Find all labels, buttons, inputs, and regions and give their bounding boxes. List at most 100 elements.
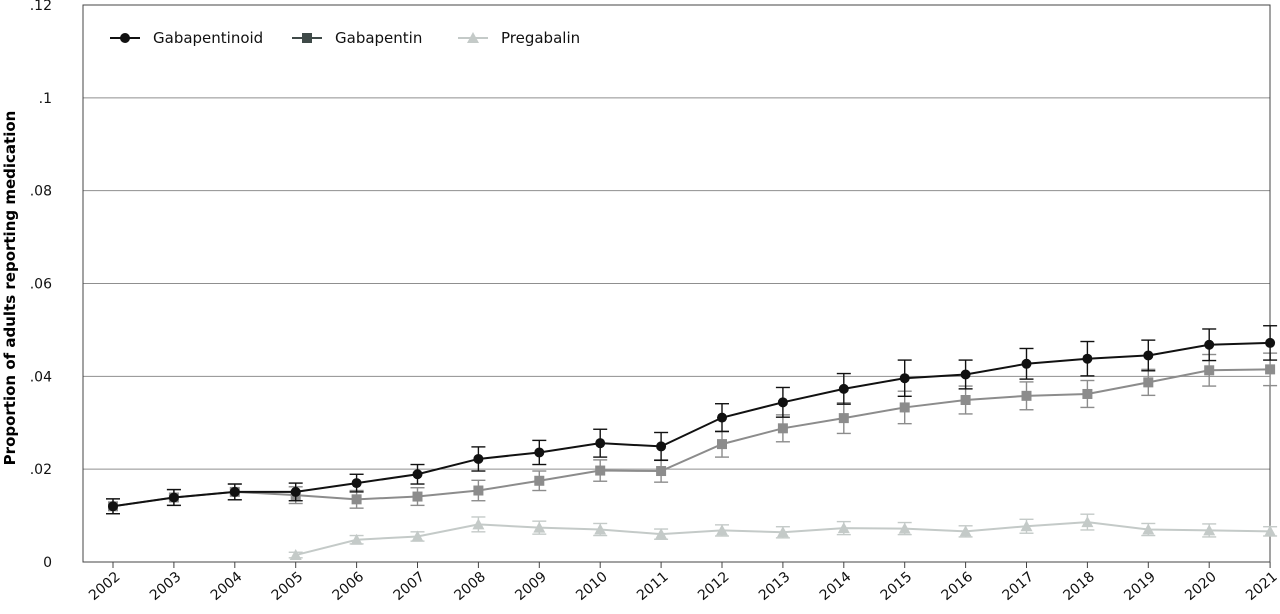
pregabalin-point-2012 — [716, 524, 728, 536]
gabapentin-point-2006 — [351, 494, 362, 505]
axes: 0 .02 .04 .06 .08 .1 .12 2002 2003 2004 2005 2006 20… — [30, 0, 1280, 604]
x-tick-label-2014: 2014 — [817, 569, 855, 604]
x-tick-label-2016: 2016 — [939, 569, 977, 604]
x-tick-label-2020: 2020 — [1182, 569, 1220, 604]
gabapentinoid-point-2014 — [838, 383, 849, 394]
legend-label-gabapentin: Gabapentin — [335, 29, 422, 47]
gabapentin-point-2010 — [595, 465, 606, 476]
y-tick-label-3: .06 — [30, 277, 52, 293]
gabapentin-point-2009 — [534, 475, 545, 486]
y-tick-label-2: .04 — [30, 369, 52, 385]
gabapentin-point-2012 — [717, 439, 727, 450]
x-tick-label-2019: 2019 — [1121, 569, 1159, 604]
gabapentin-point-2020 — [1204, 365, 1215, 376]
gabapentinoid-point-2011 — [656, 441, 667, 452]
gabapentinoid-point-2004 — [229, 486, 240, 497]
gabapentin-point-2016 — [960, 395, 971, 406]
series-gabapentinoid — [106, 325, 1278, 515]
gabapentinoid-point-2009 — [534, 447, 545, 458]
y-axis-label: Proportion of adults reporting medicatio… — [1, 111, 19, 466]
gabapentinoid-point-2016 — [960, 369, 971, 380]
pregabalin-point-2005 — [289, 549, 302, 561]
x-tick-label-2015: 2015 — [878, 569, 916, 604]
x-tick-label-2017: 2017 — [999, 569, 1037, 604]
x-tick-label-2006: 2006 — [330, 569, 368, 604]
pregabalin-point-2010 — [594, 523, 607, 535]
series-gabapentin — [106, 352, 1278, 515]
pregabalin-point-2011 — [655, 528, 668, 540]
gabapentin-line — [112, 368, 1271, 508]
x-tick-label-2018: 2018 — [1060, 569, 1098, 604]
pregabalin-point-2018 — [1081, 516, 1094, 528]
y-tick-label-4: .08 — [30, 184, 52, 200]
pregabalin-point-2009 — [533, 521, 546, 533]
gabapentinoid-point-2006 — [351, 478, 362, 489]
pregabalin-point-2017 — [1020, 520, 1033, 532]
legend-item-gabapentin: Gabapentin — [292, 29, 422, 47]
gabapentinoid-point-2007 — [412, 469, 423, 480]
gabapentinoid-point-2013 — [777, 397, 788, 408]
y-tick-label-0: 0 — [43, 555, 52, 571]
x-tick-label-2011: 2011 — [634, 569, 672, 604]
gabapentinoid-point-2015 — [899, 373, 910, 384]
gabapentin-point-2011 — [656, 466, 667, 477]
pregabalin-point-2008 — [472, 518, 485, 530]
gabapentinoid-point-2010 — [595, 438, 606, 449]
pregabalin-point-2016 — [959, 525, 972, 537]
series-group — [106, 325, 1278, 561]
gabapentinoid-line — [112, 341, 1271, 508]
gabapentinoid-point-2020 — [1204, 339, 1215, 350]
x-tick-label-2009: 2009 — [512, 569, 550, 604]
gabapentinoid-point-2012 — [717, 412, 727, 423]
pregabalin-point-2007 — [411, 530, 424, 542]
gabapentin-point-2008 — [473, 485, 484, 496]
gabapentinoid-point-2019 — [1143, 350, 1154, 361]
x-tick-label-2005: 2005 — [269, 569, 307, 604]
gabapentinoid-point-2018 — [1082, 353, 1093, 364]
legend: Gabapentinoid Gabapentin Pregabalin — [110, 29, 580, 47]
gabapentinoid-point-2002 — [108, 501, 118, 512]
gabapentinoid-point-2008 — [473, 453, 484, 464]
gabapentin-point-2013 — [777, 423, 788, 434]
y-tick-label-6: .12 — [30, 0, 52, 14]
gabapentin-point-2017 — [1021, 390, 1032, 401]
legend-marker-gabapentinoid — [120, 33, 130, 43]
pregabalin-point-2014 — [837, 522, 850, 534]
series-pregabalin — [288, 513, 1278, 561]
y-tick-label-1: .02 — [30, 462, 52, 478]
gabapentin-point-2019 — [1143, 377, 1154, 388]
pregabalin-point-2020 — [1203, 524, 1216, 536]
x-tick-label-2007: 2007 — [390, 569, 428, 604]
legend-item-pregabalin: Pregabalin — [458, 29, 580, 47]
legend-label-pregabalin: Pregabalin — [501, 29, 580, 47]
x-tick-label-2004: 2004 — [208, 569, 246, 604]
gabapentin-point-2007 — [412, 491, 423, 502]
legend-item-gabapentinoid: Gabapentinoid — [110, 29, 263, 47]
plot-frame — [82, 4, 1271, 563]
gabapentinoid-point-2017 — [1021, 358, 1032, 369]
legend-marker-pregabalin — [467, 32, 479, 43]
x-tick-label-2021: 2021 — [1243, 569, 1280, 604]
pregabalin-point-2006 — [350, 533, 363, 545]
gabapentinoid-point-2021 — [1265, 337, 1276, 348]
x-tick-label-2008: 2008 — [451, 569, 489, 604]
x-tick-label-2012: 2012 — [695, 569, 733, 604]
gabapentin-point-2014 — [838, 413, 849, 424]
gabapentinoid-point-2005 — [290, 486, 301, 497]
gabapentin-point-2021 — [1265, 364, 1276, 375]
gabapentin-point-2018 — [1082, 388, 1093, 399]
x-tick-label-2002: 2002 — [86, 569, 124, 604]
x-tick-label-2010: 2010 — [573, 569, 611, 604]
legend-marker-gabapentin — [302, 33, 312, 43]
pregabalin-point-2019 — [1142, 523, 1155, 535]
legend-label-gabapentinoid: Gabapentinoid — [153, 29, 263, 47]
pregabalin-point-2021 — [1264, 525, 1277, 537]
x-tick-label-2013: 2013 — [756, 569, 794, 604]
y-tick-label-5: .1 — [39, 91, 52, 107]
pregabalin-point-2015 — [898, 522, 911, 534]
pregabalin-point-2013 — [776, 526, 789, 538]
x-tick-label-2003: 2003 — [147, 569, 185, 604]
gabapentinoid-point-2003 — [168, 492, 179, 503]
gridlines — [83, 97, 1270, 470]
